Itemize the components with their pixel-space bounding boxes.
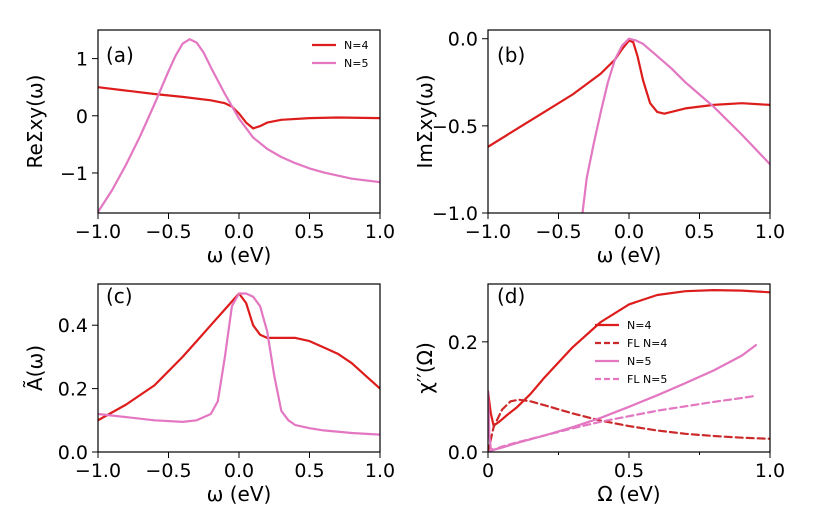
y-tick-label: −0.5: [432, 116, 478, 138]
y-axis-label: ReΣxy(ω): [23, 75, 47, 169]
x-axis-label: ω (eV): [597, 243, 662, 267]
series-n-4-line: [98, 86, 380, 130]
y-tick-label: −1: [60, 163, 88, 185]
panel-label: (a): [106, 43, 134, 67]
panel-d: 0 0.5 1.0 0.0 0.2 Ω (eV) χ′′(Ω) (d) N=4 FL N=4 N=5…: [413, 283, 785, 506]
x-tick-label: 0.0: [224, 221, 254, 243]
panel-a: −1.0 −0.5 0.0 0.5 1.0 −1 0 1 ω (eV) ReΣxy(ω) (a) N=…: [23, 29, 395, 267]
panel-label: (d): [497, 284, 525, 308]
legend-label: N=4: [344, 39, 368, 52]
x-tick-label: 1.0: [755, 460, 785, 482]
series-fl-n-4-line: [488, 398, 770, 452]
legend-label: N=5: [627, 355, 651, 368]
y-tick-label: 0.2: [58, 379, 88, 401]
x-tick-label: −1.0: [75, 460, 121, 482]
legend-label: FL N=5: [627, 373, 667, 386]
series-n-5-line: [98, 38, 380, 213]
y-axis-label: χ′′(Ω): [413, 342, 437, 394]
legend: N=4 FL N=4 N=5 FL N=5: [595, 319, 667, 386]
x-tick-label: 0.5: [294, 221, 324, 243]
plot-frame: [97, 283, 381, 453]
legend-label: N=4: [627, 319, 651, 332]
y-tick-label: 0.0: [58, 442, 88, 464]
x-tick-label: 1.0: [755, 221, 785, 243]
x-tick-label: −0.5: [145, 460, 191, 482]
x-tick-label: 0.5: [294, 460, 324, 482]
panel-b: −1.0 −0.5 0.0 0.5 1.0−1.0−0.50.0ω (eV)ImΣxy(…: [413, 29, 785, 267]
x-tick-label: 0.0: [224, 460, 254, 482]
y-tick-label: 0: [76, 106, 88, 128]
legend-label: FL N=4: [627, 337, 667, 350]
x-axis-label: ω (eV): [207, 482, 272, 506]
series-n-5-line: [98, 292, 380, 436]
x-tick-label: −0.5: [535, 221, 581, 243]
series-fl-n-5-line: [488, 394, 758, 452]
x-tick-label: −1.0: [465, 221, 511, 243]
series-n-4-line: [488, 289, 770, 427]
x-axis-label: ω (eV): [207, 243, 272, 267]
y-tick-label: 0.2: [448, 332, 478, 354]
x-tick-label: −0.5: [145, 221, 191, 243]
y-tick-label: −1.0: [432, 203, 478, 225]
panel-label: (c): [106, 284, 133, 308]
x-tick-label: 1.0: [365, 460, 395, 482]
series-n-5-line: [581, 37, 770, 213]
series-n-4-line: [98, 292, 380, 422]
y-tick-label: 1: [76, 49, 88, 71]
plot-frame: [97, 29, 381, 214]
x-tick-label: 0.5: [684, 221, 714, 243]
y-tick-label: 0.0: [448, 442, 478, 464]
legend-label: N=5: [344, 57, 368, 70]
x-tick-label: 0.0: [614, 221, 644, 243]
legend: N=4N=5: [312, 39, 368, 70]
y-tick-label: 0.4: [58, 315, 88, 337]
y-axis-label: Ã(ω): [23, 345, 47, 391]
y-tick-label: 0.0: [448, 29, 478, 51]
x-axis-label: Ω (eV): [597, 482, 660, 506]
x-tick-label: 0.5: [614, 460, 644, 482]
x-tick-label: 0: [482, 460, 494, 482]
series-n-4-line: [488, 39, 770, 148]
panel-label: (b): [497, 43, 525, 67]
y-axis-label: ImΣxy(ω): [413, 74, 437, 168]
panel-c: −1.0 −0.5 0.0 0.5 1.0 0.0 0.2 0.4 ω (eV) Ã(ω) (c): [23, 283, 395, 506]
x-tick-label: −1.0: [75, 221, 121, 243]
x-tick-label: 1.0: [365, 221, 395, 243]
